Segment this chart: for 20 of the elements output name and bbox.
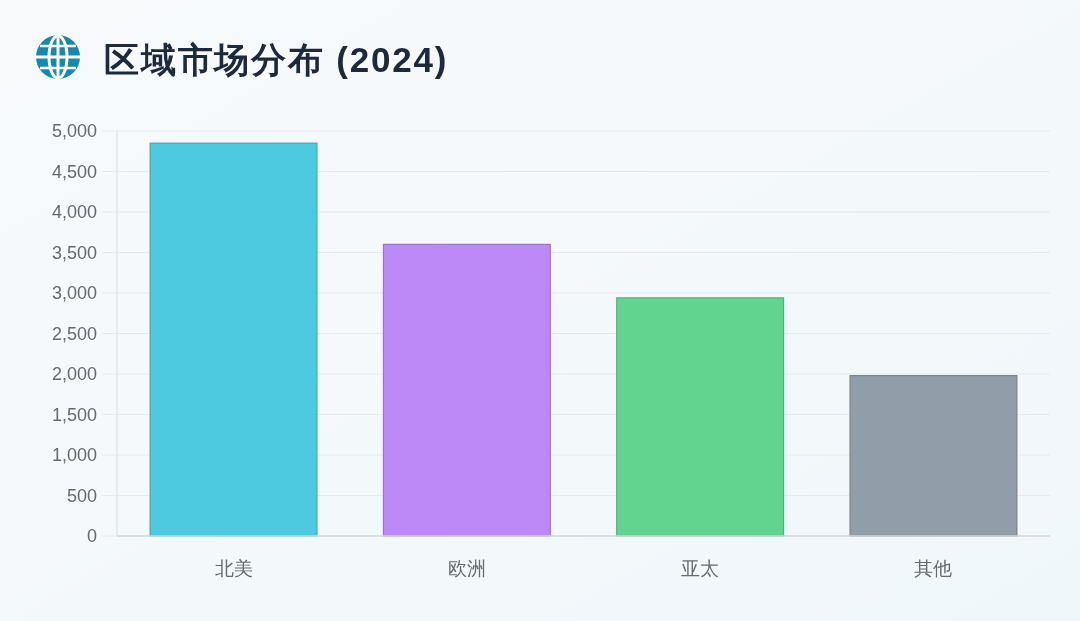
y-tick-label: 4,500 xyxy=(51,161,97,182)
x-tick-label: 欧洲 xyxy=(447,558,486,579)
bar xyxy=(382,243,551,537)
y-tick-label: 1,500 xyxy=(51,404,97,425)
y-tick-label: 4,000 xyxy=(51,202,97,223)
y-tick-label: 0 xyxy=(86,526,97,547)
y-tick-label: 3,500 xyxy=(51,242,97,263)
x-tick-label: 亚太 xyxy=(681,558,720,579)
x-tick-label: 其他 xyxy=(914,558,953,579)
y-tick-label: 1,000 xyxy=(51,445,97,466)
bar xyxy=(149,142,318,537)
y-tick-label: 2,500 xyxy=(51,323,97,344)
bar xyxy=(849,375,1018,537)
chart-title: 区域市场分布 (2024) xyxy=(104,40,449,79)
x-tick-label: 北美 xyxy=(214,558,253,579)
y-tick-label: 2,000 xyxy=(51,364,97,385)
bar xyxy=(616,297,785,537)
y-tick-label: 5,000 xyxy=(51,121,97,142)
y-tick-label: 3,000 xyxy=(51,283,97,304)
y-tick-label: 500 xyxy=(66,485,97,506)
